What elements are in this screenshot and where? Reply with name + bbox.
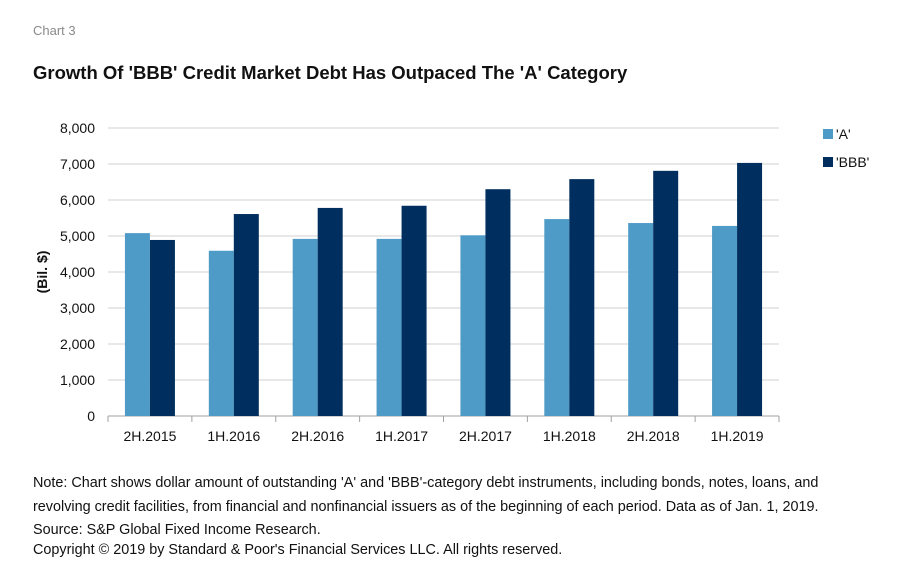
bar-bbb (149, 239, 175, 416)
bar-bbb (317, 207, 343, 416)
bar-a (712, 225, 738, 416)
legend-label: 'BBB' (836, 154, 869, 170)
bar-bbb (485, 189, 511, 416)
bar-bbb (401, 205, 427, 416)
bar-a (292, 238, 318, 416)
x-tick-label: 1H.2019 (711, 428, 764, 444)
bar-bbb (737, 162, 763, 416)
bar-bbb (233, 214, 259, 416)
copyright-text: Copyright © 2019 by Standard & Poor's Fi… (33, 542, 563, 558)
chart-kicker: Chart 3 (33, 23, 76, 38)
y-tick-label: 0 (87, 408, 95, 424)
y-tick-label: 3,000 (60, 300, 95, 316)
bar-bbb (569, 179, 595, 416)
chart-title: Growth Of 'BBB' Credit Market Debt Has O… (33, 62, 628, 83)
bar-bbb (653, 170, 679, 416)
bar-a (460, 235, 486, 416)
y-axis-label: (Bil. $) (34, 251, 50, 294)
y-tick-label: 6,000 (60, 192, 95, 208)
y-tick-label: 1,000 (60, 372, 95, 388)
y-tick-label: 8,000 (60, 120, 95, 136)
x-tick-label: 2H.2017 (459, 428, 512, 444)
bar-a (628, 223, 654, 416)
bar-a (544, 219, 570, 416)
y-tick-label: 5,000 (60, 228, 95, 244)
bar-a (208, 250, 234, 416)
legend-label: 'A' (836, 126, 851, 142)
y-tick-label: 7,000 (60, 156, 95, 172)
x-tick-label: 2H.2016 (291, 428, 344, 444)
legend-swatch (823, 129, 833, 139)
bar-a (124, 233, 150, 416)
legend-swatch (823, 157, 833, 167)
bar-a (376, 238, 402, 416)
x-tick-label: 2H.2015 (123, 428, 176, 444)
x-tick-label: 1H.2016 (207, 428, 260, 444)
x-tick-label: 1H.2018 (543, 428, 596, 444)
y-tick-label: 4,000 (60, 264, 95, 280)
y-tick-label: 2,000 (60, 336, 95, 352)
chart-note: Note: Chart shows dollar amount of outst… (33, 475, 819, 538)
x-tick-label: 1H.2017 (375, 428, 428, 444)
x-tick-label: 2H.2018 (627, 428, 680, 444)
